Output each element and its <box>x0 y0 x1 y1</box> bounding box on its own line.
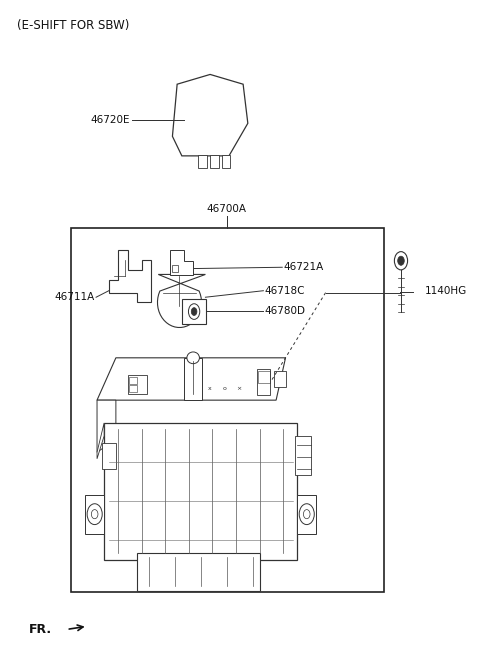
Text: 46721A: 46721A <box>283 262 324 272</box>
Circle shape <box>395 252 408 270</box>
Polygon shape <box>97 423 104 459</box>
Circle shape <box>87 504 102 524</box>
Polygon shape <box>172 74 248 156</box>
Circle shape <box>191 307 197 315</box>
Polygon shape <box>182 299 206 324</box>
Bar <box>258 371 269 383</box>
Polygon shape <box>137 553 260 591</box>
Polygon shape <box>157 275 205 327</box>
Circle shape <box>398 256 404 265</box>
Text: x: x <box>208 386 212 391</box>
Text: o: o <box>222 386 226 391</box>
Bar <box>172 265 178 272</box>
Text: 46711A: 46711A <box>54 292 95 302</box>
Text: (E-SHIFT FOR SBW): (E-SHIFT FOR SBW) <box>17 19 129 32</box>
Bar <box>71 227 384 593</box>
Bar <box>129 385 137 392</box>
Bar <box>295 436 312 475</box>
Bar <box>102 443 116 468</box>
Polygon shape <box>97 400 116 452</box>
Bar <box>257 369 270 395</box>
Polygon shape <box>297 495 316 533</box>
Polygon shape <box>97 358 286 400</box>
Text: FR.: FR. <box>29 623 52 636</box>
Ellipse shape <box>187 352 199 364</box>
Bar <box>222 154 230 168</box>
Polygon shape <box>109 250 151 302</box>
Text: 46718C: 46718C <box>264 286 305 296</box>
Bar <box>274 371 286 387</box>
Text: 1140HG: 1140HG <box>424 286 467 296</box>
Polygon shape <box>85 495 104 533</box>
Bar <box>210 154 218 168</box>
Circle shape <box>299 504 314 524</box>
Polygon shape <box>170 250 192 275</box>
Bar <box>184 358 202 400</box>
Circle shape <box>189 304 200 319</box>
Text: 46700A: 46700A <box>206 204 247 214</box>
Bar <box>198 154 207 168</box>
Text: 46720E: 46720E <box>91 115 130 125</box>
Bar <box>128 375 146 394</box>
Bar <box>129 376 137 384</box>
Text: ×: × <box>236 386 241 391</box>
Polygon shape <box>104 423 297 560</box>
Text: 46780D: 46780D <box>264 306 305 316</box>
